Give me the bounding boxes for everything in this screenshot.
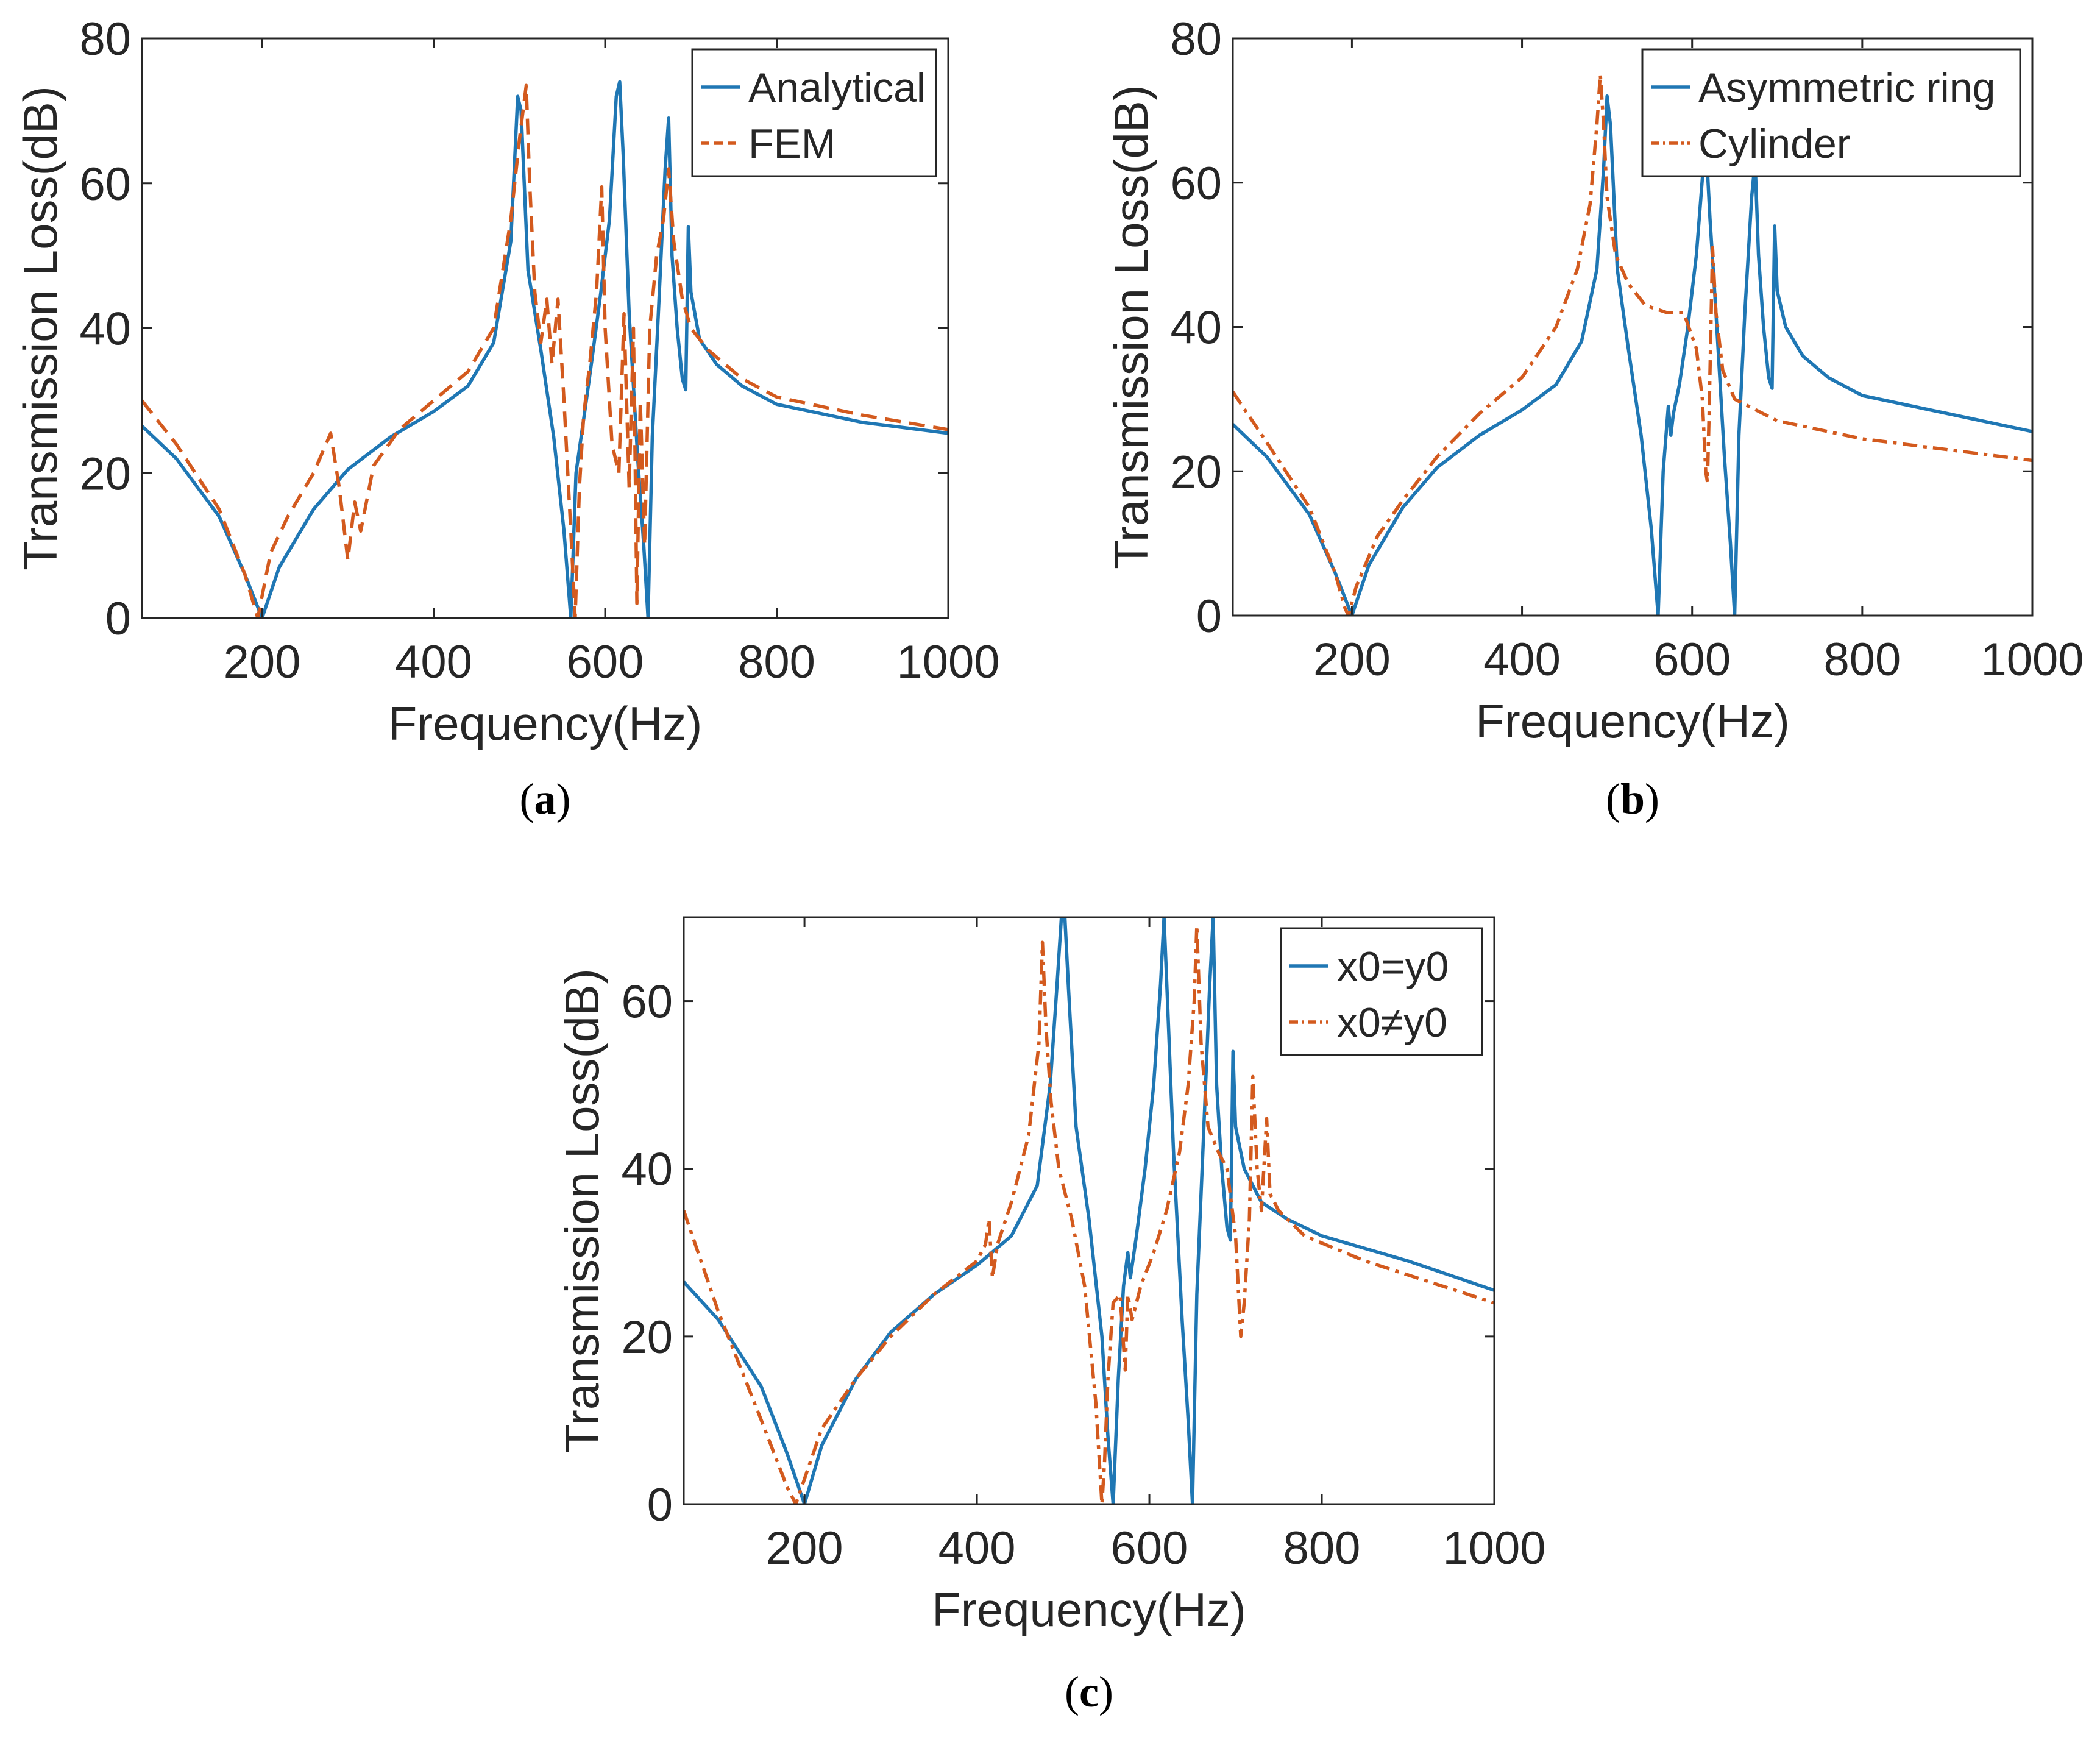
x-tick-label-b: 1000 bbox=[1981, 634, 2084, 686]
y-tick-label-a: 60 bbox=[79, 158, 131, 210]
y-tick-label-b: 80 bbox=[1170, 13, 1222, 65]
x-tick-label-b: 400 bbox=[1483, 634, 1561, 686]
x-tick-label-b: 200 bbox=[1313, 634, 1391, 686]
x-tick-label-a: 400 bbox=[395, 636, 472, 688]
x-tick-label-c: 1000 bbox=[1442, 1522, 1545, 1574]
x-tick-label-a: 1000 bbox=[896, 636, 999, 688]
panel-a: 200 400 600 800 1000 0 20 40 60 80 Frequency(Hz) Tr… bbox=[13, 13, 1000, 823]
x-axis-title-b: Frequency(Hz) bbox=[1475, 694, 1790, 748]
x-tick-label-b: 800 bbox=[1823, 634, 1901, 686]
y-tick-label-a: 20 bbox=[79, 448, 131, 500]
y-axis-title-c: Transmission Loss(dB) bbox=[555, 968, 609, 1453]
y-tick-label-c: 20 bbox=[621, 1312, 673, 1363]
series-line-c-1 bbox=[684, 917, 1494, 1504]
series-group-b bbox=[1233, 73, 2032, 616]
y-axis-title-a: Transmission Loss(dB) bbox=[13, 86, 67, 570]
y-tick-label-b: 60 bbox=[1170, 158, 1222, 210]
legend-label-a-2: FEM bbox=[748, 121, 836, 167]
panel-b: 200 400 600 800 1000 0 20 40 60 80 Frequency(Hz) Tr… bbox=[1104, 13, 2084, 823]
y-axis-title-b: Transmission Loss(dB) bbox=[1104, 85, 1158, 569]
y-tick-label-b: 0 bbox=[1196, 591, 1222, 642]
legend-box-a bbox=[691, 48, 937, 177]
legend-label-c-1: x0=y0 bbox=[1337, 943, 1449, 990]
legend-label-b-2: Cylinder bbox=[1698, 121, 1850, 167]
x-tick-label-a: 800 bbox=[738, 636, 815, 688]
legend-label-c-2: x0≠y0 bbox=[1337, 1000, 1447, 1046]
y-tick-label-a: 0 bbox=[105, 593, 131, 645]
panel-label-b: (b) bbox=[1606, 775, 1659, 823]
axes-box-c bbox=[683, 916, 1495, 1505]
y-tick-label-b: 40 bbox=[1170, 302, 1222, 354]
series-group-a bbox=[142, 80, 948, 618]
y-tick-label-a: 40 bbox=[79, 304, 131, 355]
x-tick-label-c: 200 bbox=[766, 1522, 843, 1574]
y-tick-label-a: 80 bbox=[79, 13, 131, 65]
series-line-c-2 bbox=[684, 924, 1494, 1504]
x-tick-label-b: 600 bbox=[1653, 634, 1731, 686]
x-tick-label-a: 200 bbox=[224, 636, 301, 688]
legend-b: Asymmetric ring Cylinder bbox=[1641, 48, 2021, 177]
x-tick-label-c: 800 bbox=[1283, 1522, 1361, 1574]
panel-c: 200 400 600 800 1000 0 20 40 60 Frequency(Hz) Tran… bbox=[555, 916, 1546, 1716]
series-group-c bbox=[684, 917, 1494, 1504]
legend-box-b bbox=[1641, 48, 2021, 177]
series-line-b-1 bbox=[1233, 94, 2032, 616]
x-tick-label-c: 400 bbox=[938, 1522, 1016, 1574]
legend-c: x0=y0 x0≠y0 bbox=[1280, 927, 1483, 1056]
x-tick-label-a: 600 bbox=[567, 636, 644, 688]
panel-label-a: (a) bbox=[520, 775, 571, 823]
y-tick-label-b: 20 bbox=[1170, 446, 1222, 498]
x-axis-title-c: Frequency(Hz) bbox=[932, 1583, 1246, 1636]
y-tick-label-c: 60 bbox=[621, 976, 673, 1028]
series-line-a-2 bbox=[142, 83, 948, 618]
panel-label-c: (c) bbox=[1065, 1667, 1113, 1716]
legend-a: Analytical FEM bbox=[691, 48, 937, 177]
series-line-b-2 bbox=[1233, 73, 2032, 616]
legend-box-c bbox=[1280, 927, 1483, 1056]
legend-label-b-1: Asymmetric ring bbox=[1698, 65, 1995, 111]
series-line-a-1 bbox=[142, 80, 948, 618]
y-tick-label-c: 40 bbox=[621, 1144, 673, 1196]
legend-label-a-1: Analytical bbox=[748, 65, 926, 111]
y-tick-label-c: 0 bbox=[647, 1479, 673, 1531]
x-tick-label-c: 600 bbox=[1111, 1522, 1188, 1574]
x-axis-title-a: Frequency(Hz) bbox=[388, 697, 703, 750]
